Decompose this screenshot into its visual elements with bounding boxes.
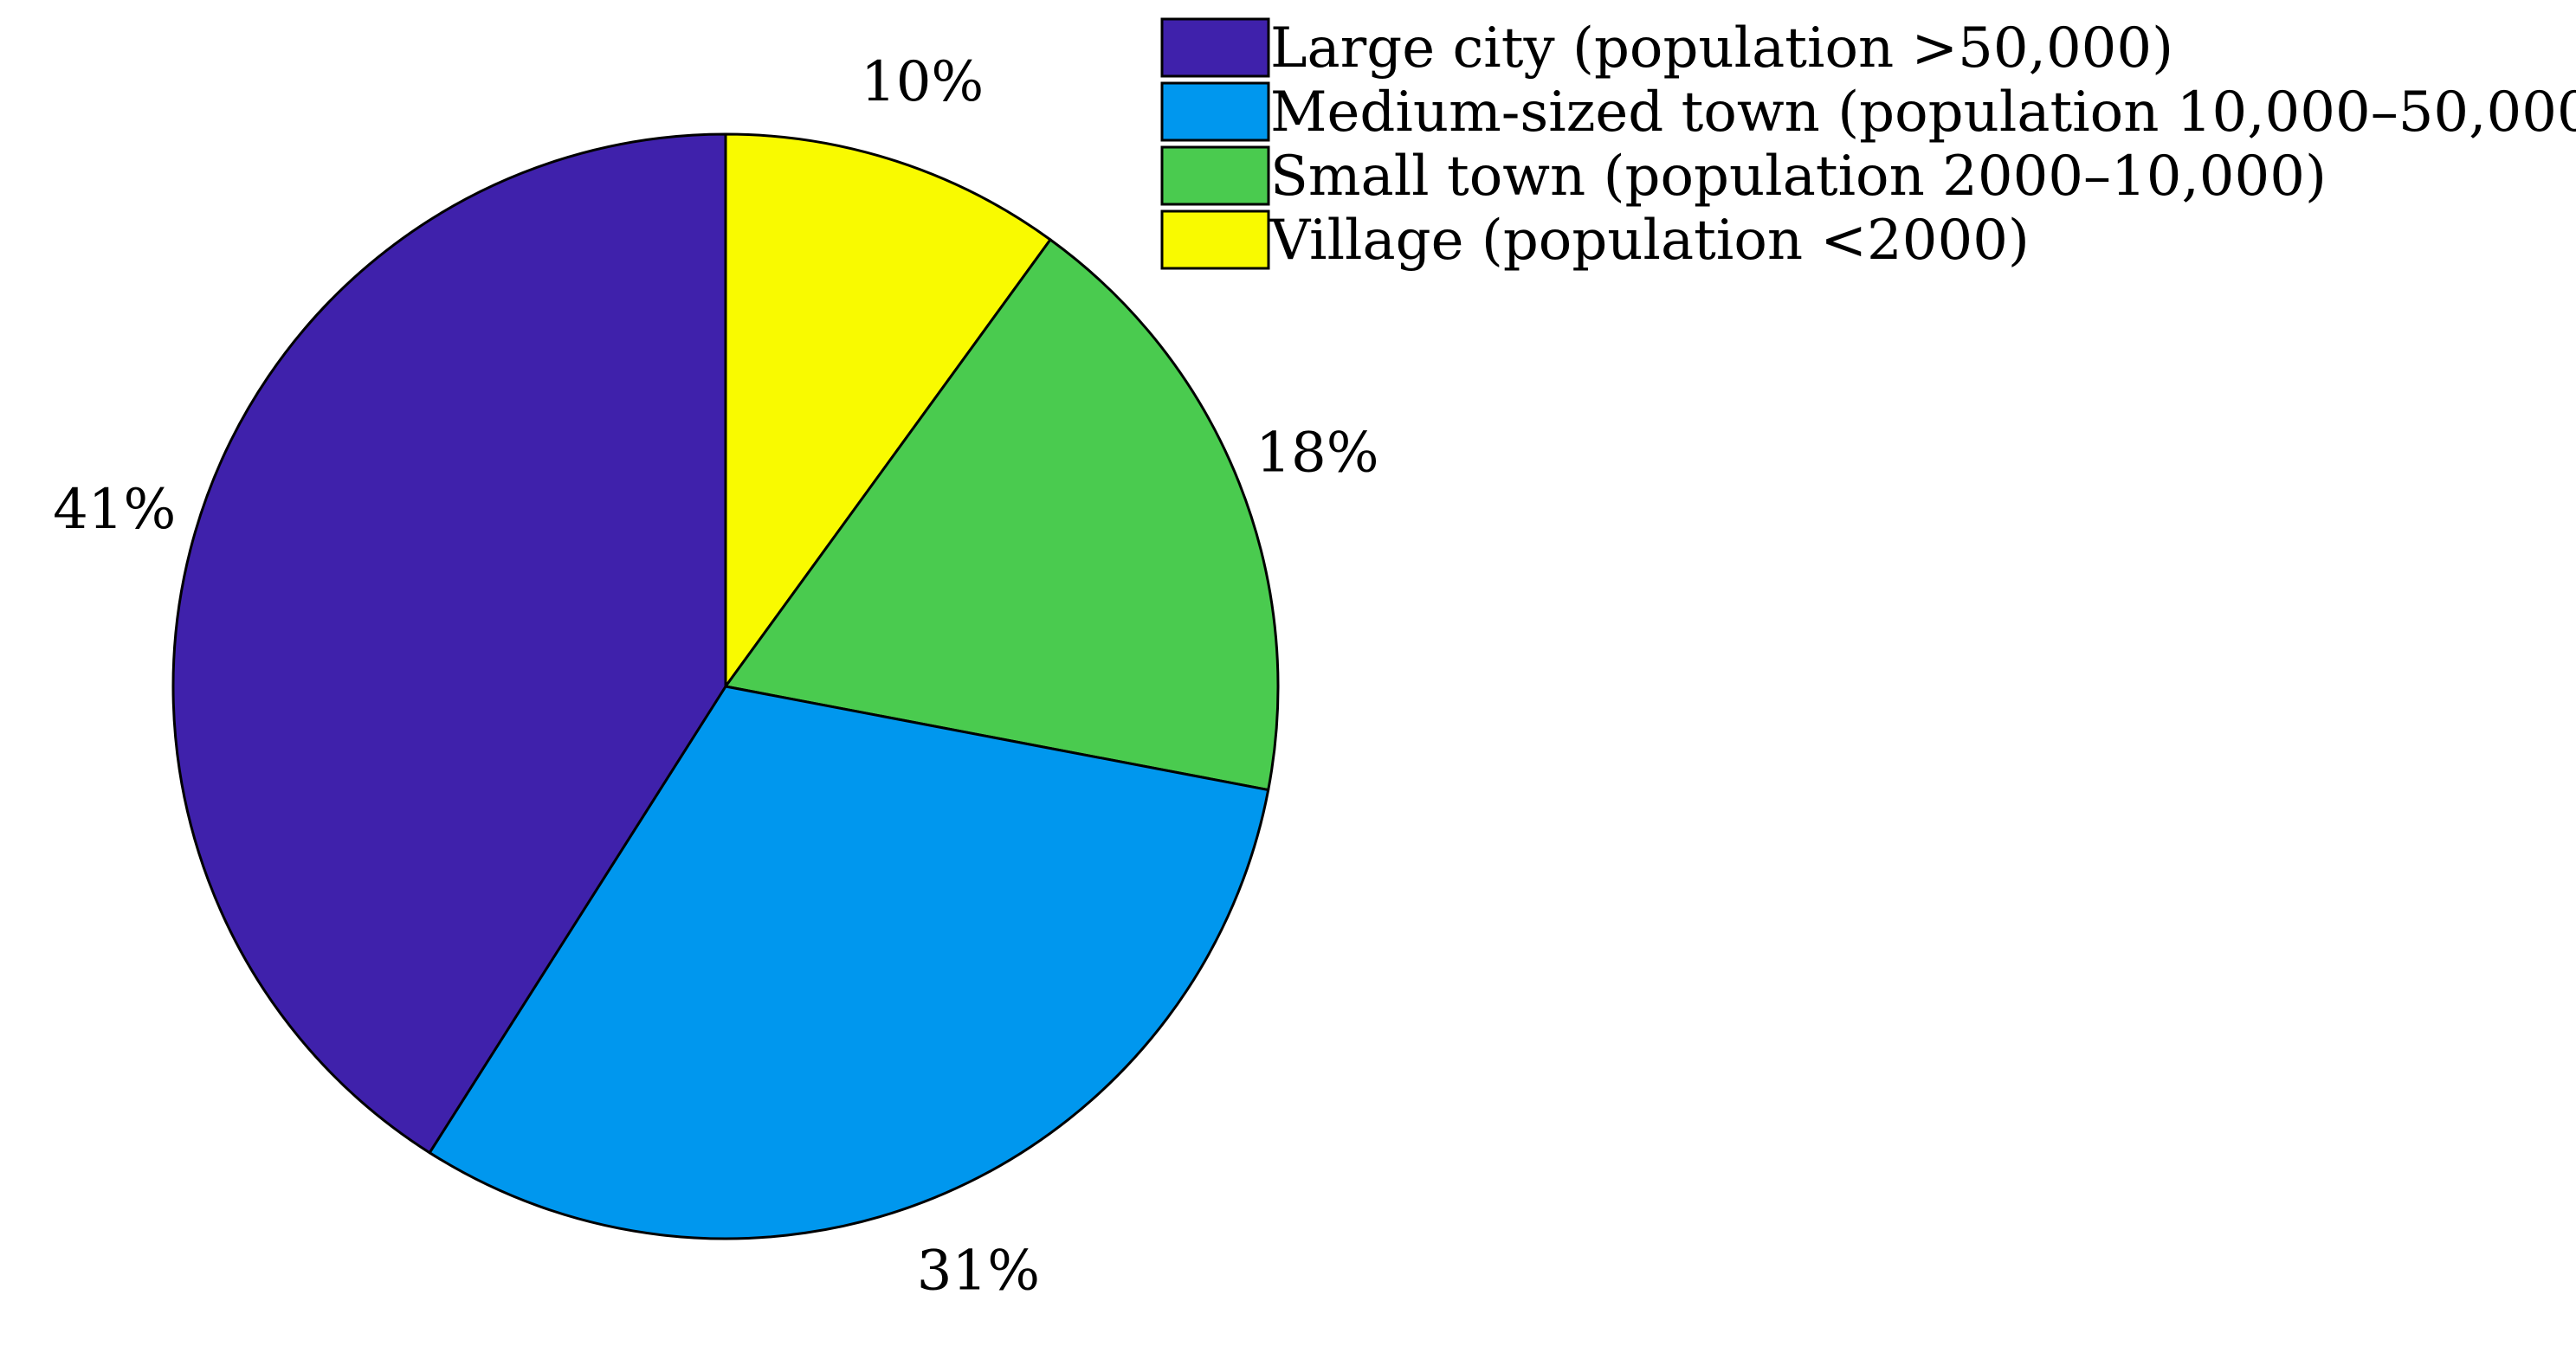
pie-slice-village-population-2000 bbox=[724, 132, 1052, 688]
pie-slices bbox=[171, 132, 1280, 1240]
legend-item-small-town-population-2000-10-000: Small town (population 2000–10,000) bbox=[1160, 145, 2327, 209]
legend-swatch-village-population-2000 bbox=[1160, 209, 1270, 270]
legend-label-village-population-2000: Village (population <2000) bbox=[1269, 209, 2030, 273]
legend-label-small-town-population-2000-10-000: Small town (population 2000–10,000) bbox=[1270, 145, 2327, 209]
legend-swatch-medium-sized-town-population-10-000-50-000 bbox=[1160, 81, 1270, 142]
pie-slice-small-town-population-2000-10-000 bbox=[724, 238, 1280, 792]
percent-label-large-city-population-50-000: 41% bbox=[53, 478, 176, 542]
legend-label-medium-sized-town-population-10-000-50-000: Medium-sized town (population 10,000–50,… bbox=[1270, 81, 2576, 145]
legend-swatch-small-town-population-2000-10-000 bbox=[1160, 145, 1270, 206]
legend-label-large-city-population-50-000: Large city (population >50,000) bbox=[1270, 16, 2173, 81]
pie-slice-large-city-population-50-000 bbox=[171, 132, 727, 1155]
legend-swatch-large-city-population-50-000 bbox=[1160, 17, 1270, 78]
percent-label-small-town-population-2000-10-000: 18% bbox=[1256, 421, 1378, 485]
percent-labels: 10% 18% 31% 41% bbox=[53, 50, 1378, 1304]
legend-item-medium-sized-town-population-10-000-50-000: Medium-sized town (population 10,000–50,… bbox=[1160, 81, 2576, 145]
legend-item-village-population-2000: Village (population <2000) bbox=[1160, 209, 2030, 273]
legend: Large city (population >50,000)Medium-si… bbox=[1160, 16, 2576, 273]
percent-label-medium-sized-town-population-10-000-50-000: 31% bbox=[917, 1240, 1040, 1304]
legend-item-large-city-population-50-000: Large city (population >50,000) bbox=[1160, 16, 2173, 81]
percent-label-village-population-2000: 10% bbox=[861, 50, 984, 114]
